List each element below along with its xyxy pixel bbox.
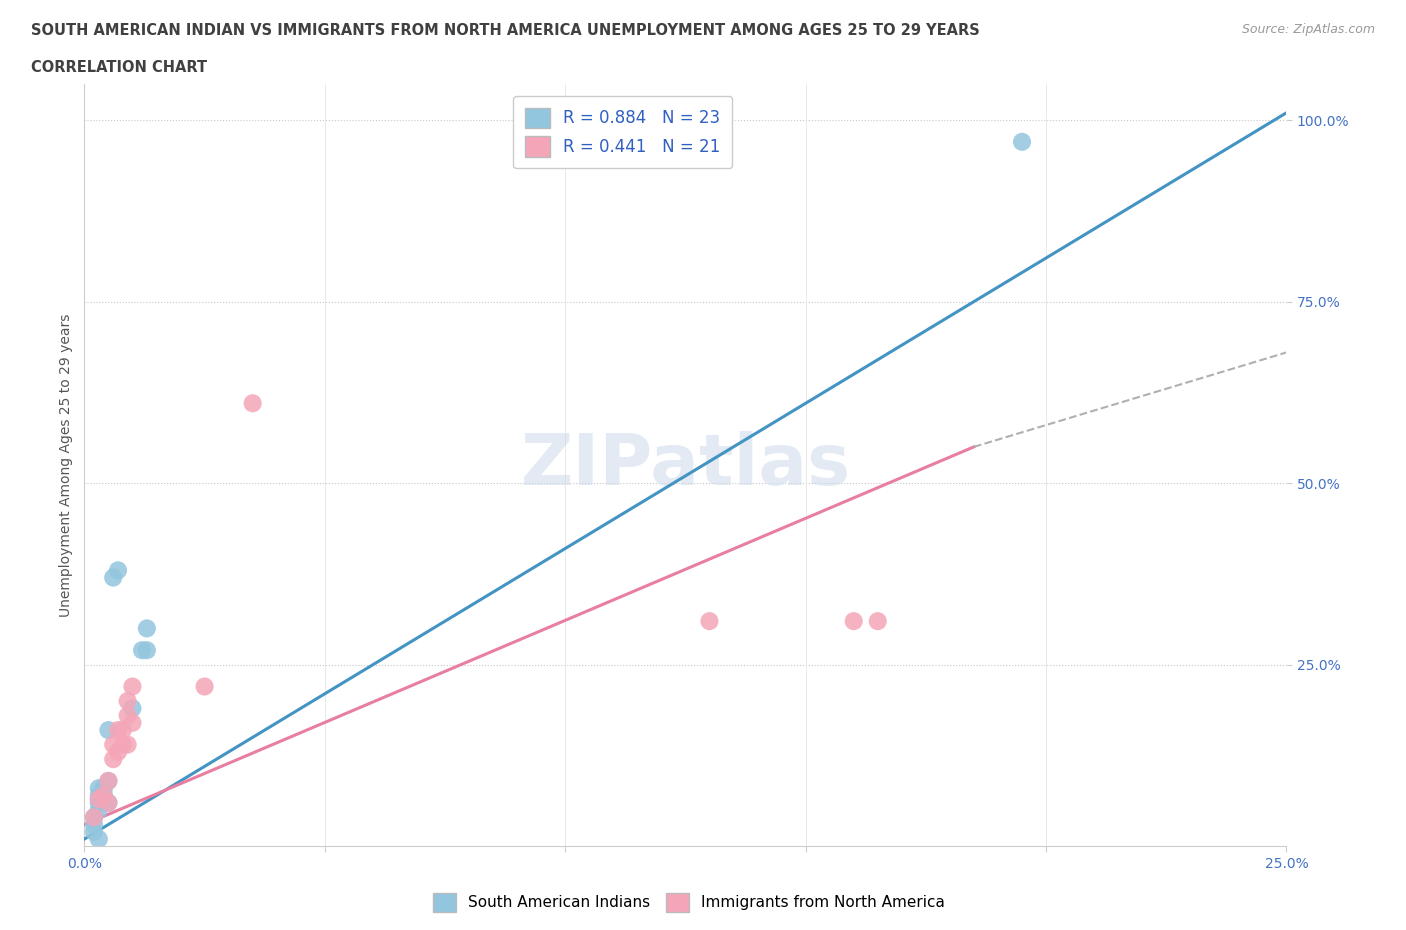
Text: Source: ZipAtlas.com: Source: ZipAtlas.com <box>1241 23 1375 36</box>
Point <box>87 788 110 803</box>
Point <box>93 791 115 806</box>
Point <box>83 824 105 839</box>
Point <box>135 643 157 658</box>
Legend: R = 0.884   N = 23, R = 0.441   N = 21: R = 0.884 N = 23, R = 0.441 N = 21 <box>513 96 733 168</box>
Point <box>103 751 125 766</box>
Point <box>107 744 129 759</box>
Point <box>121 701 143 716</box>
Point <box>242 396 264 411</box>
Point <box>93 788 115 803</box>
Point <box>194 679 217 694</box>
Point <box>93 788 115 803</box>
Point <box>97 774 120 789</box>
Point <box>107 723 129 737</box>
Point <box>103 737 125 752</box>
Legend: South American Indians, Immigrants from North America: South American Indians, Immigrants from … <box>427 887 950 918</box>
Text: ZIPatlas: ZIPatlas <box>520 431 851 499</box>
Point <box>83 817 105 832</box>
Text: SOUTH AMERICAN INDIAN VS IMMIGRANTS FROM NORTH AMERICA UNEMPLOYMENT AMONG AGES 2: SOUTH AMERICAN INDIAN VS IMMIGRANTS FROM… <box>31 23 980 38</box>
Point <box>87 831 110 846</box>
Point <box>83 810 105 825</box>
Point <box>107 563 129 578</box>
Point <box>93 781 115 796</box>
Point <box>87 803 110 817</box>
Point <box>866 614 889 629</box>
Point <box>699 614 721 629</box>
Point <box>83 810 105 825</box>
Point <box>117 708 139 723</box>
Point <box>97 795 120 810</box>
Point <box>87 791 110 806</box>
Point <box>117 694 139 709</box>
Point <box>97 774 120 789</box>
Point <box>97 795 120 810</box>
Y-axis label: Unemployment Among Ages 25 to 29 years: Unemployment Among Ages 25 to 29 years <box>59 313 73 617</box>
Point <box>97 723 120 737</box>
Point <box>87 795 110 810</box>
Point <box>842 614 865 629</box>
Point <box>103 570 125 585</box>
Point <box>111 737 134 752</box>
Point <box>87 781 110 796</box>
Point <box>1011 134 1033 149</box>
Point <box>111 723 134 737</box>
Point <box>131 643 153 658</box>
Point <box>121 679 143 694</box>
Point <box>121 715 143 730</box>
Point <box>117 737 139 752</box>
Point <box>135 621 157 636</box>
Point <box>93 784 115 799</box>
Text: CORRELATION CHART: CORRELATION CHART <box>31 60 207 75</box>
Point <box>87 791 110 806</box>
